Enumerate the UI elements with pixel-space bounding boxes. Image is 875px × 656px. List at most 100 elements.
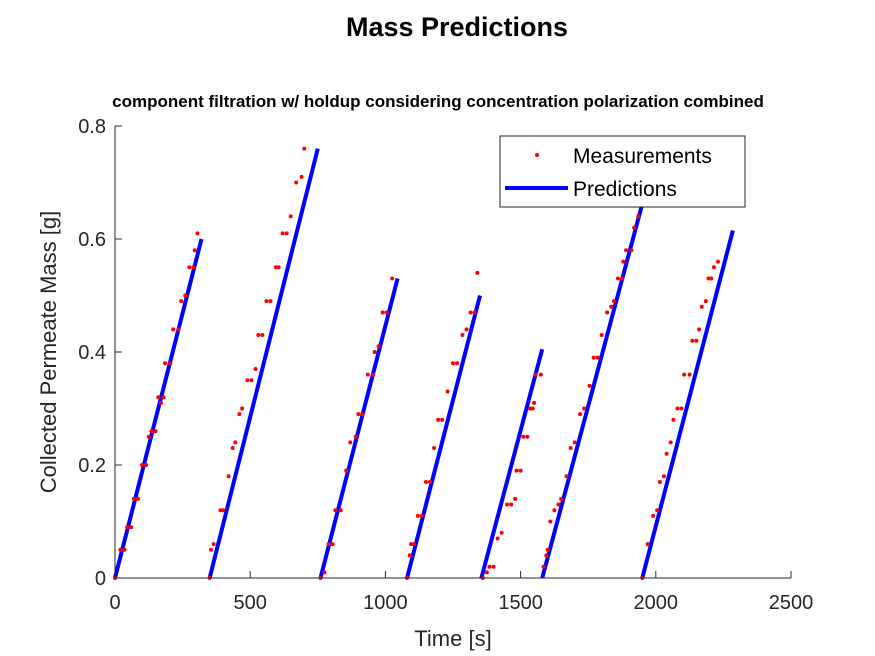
measurement-point	[611, 299, 616, 304]
measurement-point	[294, 180, 299, 185]
measurement-point	[288, 214, 293, 219]
measurement-point	[299, 174, 304, 179]
measurement-point	[609, 304, 614, 309]
measurement-point	[645, 542, 650, 547]
axes: 0 500 1000 1500 2000 2500 0 0.2 0.4 0.6 0.8	[78, 116, 813, 614]
measurement-point	[559, 496, 564, 501]
measurement-point	[595, 355, 600, 360]
measurement-point	[280, 231, 285, 236]
measurement-point	[348, 440, 353, 445]
legend-measurements-label: Measurements	[573, 145, 712, 168]
measurement-point	[221, 508, 226, 513]
measurement-point	[709, 276, 714, 281]
measurement-point	[624, 248, 629, 253]
measurement-point	[697, 327, 702, 332]
measurement-point	[451, 361, 455, 366]
measurement-point	[455, 361, 460, 366]
measurement-point	[578, 412, 583, 417]
measurement-point	[694, 338, 699, 343]
measurement-point	[338, 508, 343, 513]
measurement-point	[661, 474, 666, 479]
measurement-point	[636, 214, 641, 219]
measurement-point	[668, 440, 673, 445]
prediction-line	[540, 193, 647, 579]
measurement-point	[226, 474, 231, 479]
measurement-point	[264, 299, 269, 304]
x-tick-label: 2500	[769, 592, 814, 614]
measurement-point	[211, 542, 216, 547]
measurement-point	[419, 513, 424, 518]
measurement-point	[415, 513, 420, 518]
measurement-point	[230, 446, 235, 451]
measurement-point	[499, 530, 504, 535]
measurement-point	[428, 479, 433, 484]
measurement-point	[621, 259, 626, 264]
y-tick-label: 0.4	[78, 342, 106, 364]
measurement-point	[276, 265, 281, 270]
measurement-point	[326, 542, 331, 547]
measurement-point	[407, 553, 412, 558]
measurement-point	[371, 372, 376, 377]
prediction-line	[405, 294, 482, 579]
x-tick-label: 500	[234, 592, 267, 614]
measurement-point	[572, 440, 577, 445]
measurement-point	[518, 468, 523, 473]
measurement-point	[191, 265, 196, 270]
measurement-point	[703, 299, 708, 304]
x-axis-label: Time [s]	[414, 626, 491, 651]
measurement-point	[484, 570, 489, 575]
measurement-point	[541, 564, 546, 569]
measurement-point	[390, 276, 395, 281]
measurement-point	[690, 338, 695, 343]
measurement-point	[158, 400, 163, 405]
measurement-point	[664, 451, 669, 456]
measurement-point	[514, 468, 519, 473]
measurement-point	[679, 406, 684, 411]
measurement-point	[552, 508, 557, 513]
measurement-point	[468, 310, 473, 315]
measurement-point	[556, 502, 561, 507]
measurement-point	[513, 496, 518, 501]
measurement-point	[671, 417, 676, 422]
measurement-point	[195, 231, 200, 236]
measurement-point	[260, 333, 265, 338]
measurement-point	[149, 429, 154, 434]
measurement-point	[179, 299, 184, 304]
prediction-line	[207, 148, 320, 579]
measurement-point	[651, 513, 656, 518]
measurement-point	[171, 327, 176, 332]
measurement-point	[525, 434, 530, 439]
measurement-point	[491, 564, 496, 569]
measurement-point	[256, 333, 261, 338]
measurement-point	[233, 440, 238, 445]
y-tick-label: 0.6	[78, 229, 106, 251]
measurement-point	[353, 434, 358, 439]
measurement-point	[445, 389, 450, 394]
legend-predictions-label: Predictions	[573, 178, 677, 201]
measurement-point	[129, 525, 134, 530]
measurement-point	[356, 412, 361, 417]
measurement-point	[376, 344, 381, 349]
measurement-point	[176, 327, 181, 332]
x-tick-label: 1500	[498, 592, 543, 614]
measurement-point	[632, 225, 637, 230]
measurement-point	[675, 406, 680, 411]
measurement-point	[360, 412, 365, 417]
measurement-point	[605, 310, 610, 315]
measurement-point	[380, 310, 385, 315]
measurement-point	[464, 327, 469, 332]
measurement-point	[302, 146, 307, 151]
measurement-point	[615, 276, 620, 281]
y-tick-label: 0.2	[78, 455, 106, 477]
measurement-point	[249, 378, 254, 383]
prediction-line	[318, 278, 400, 579]
measurement-point	[460, 333, 465, 338]
y-axis-label: Collected Permeate Mass [g]	[36, 211, 61, 493]
measurement-point	[532, 400, 537, 405]
measurement-point	[284, 231, 289, 236]
measurement-point	[599, 333, 604, 338]
measurement-point	[715, 259, 720, 264]
chart-title: Mass Predictions	[346, 12, 568, 42]
measurement-point	[505, 502, 510, 507]
